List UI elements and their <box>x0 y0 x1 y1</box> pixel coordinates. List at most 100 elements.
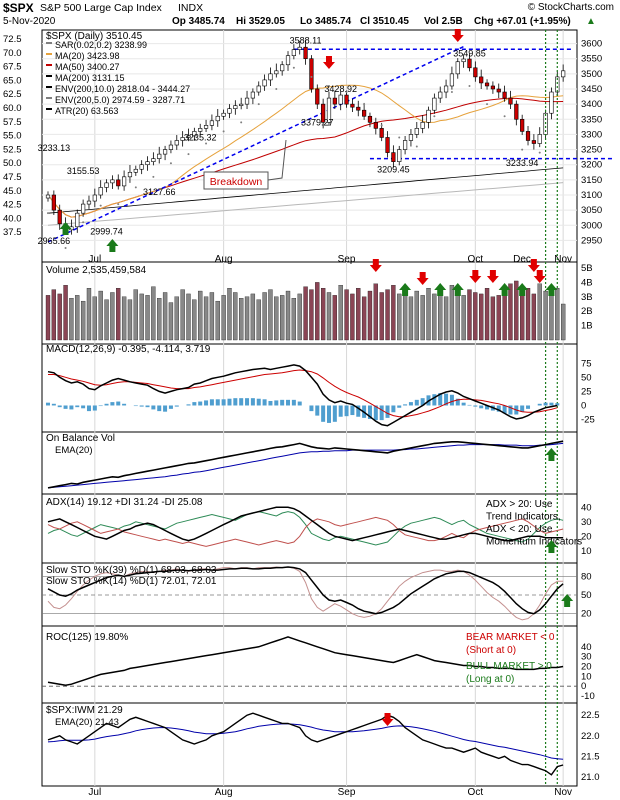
atr-y-tick-label: 70.0 <box>3 48 22 59</box>
obv-line <box>47 440 564 489</box>
volume-bar <box>537 283 542 341</box>
macd-histogram-bar <box>309 405 314 412</box>
roc-y-tick-label: 10 <box>581 671 592 682</box>
volume-bar <box>560 303 566 341</box>
candle-body <box>86 200 92 205</box>
volume-bar <box>233 292 238 341</box>
macd-histogram-bar <box>63 405 68 409</box>
panel-frame-2 <box>41 343 578 433</box>
roc-y-tick-label: 30 <box>581 652 592 663</box>
candle-body <box>338 94 343 105</box>
candle-body <box>297 46 302 50</box>
candle-body <box>45 194 51 199</box>
volume-bar <box>244 296 250 341</box>
volume-bar <box>285 290 291 341</box>
macd-histogram-bar <box>520 405 525 412</box>
macd-histogram-bar <box>139 405 144 407</box>
atr-y-tick-label: 60.0 <box>3 103 22 114</box>
price-annotation: 2965.66 <box>38 236 71 246</box>
macd-histogram-bar <box>297 401 302 406</box>
volume-bar <box>555 288 560 341</box>
volume-bar <box>256 299 261 341</box>
panel-frame-6 <box>41 625 578 704</box>
sar-dot <box>468 84 471 87</box>
volume: Vol 2.5B <box>424 16 463 27</box>
candle-body <box>110 179 115 184</box>
volume-bar <box>51 289 57 341</box>
legend-label: MA(200) 3131.15 <box>55 73 125 83</box>
candle-body <box>133 168 138 173</box>
buy-arrow-icon <box>545 540 558 553</box>
legend-label: ATR(20) 63.563 <box>55 106 118 116</box>
roc-y-tick-label: 20 <box>581 661 592 672</box>
sar-dot <box>152 175 155 178</box>
candle-body <box>51 194 56 211</box>
sell-arrow-icon <box>381 713 394 726</box>
macd-histogram-bar <box>332 405 337 422</box>
macd-histogram-bar <box>46 402 50 406</box>
sto-panel-title: Slow STO %K(39) %D(1) 68.03, 68.03 <box>46 565 217 576</box>
candle-body <box>174 140 179 146</box>
macd-histogram-bar <box>473 405 478 407</box>
candle-body <box>414 128 419 135</box>
volume-bar <box>303 286 308 341</box>
price-annotation: 2999.74 <box>90 226 123 236</box>
sar-dot <box>398 136 401 139</box>
price-annotation: 3428.92 <box>324 84 357 94</box>
volume-bar <box>157 298 162 341</box>
atr-y-tick-label: 45.0 <box>3 186 22 197</box>
volume-bar <box>496 295 501 341</box>
macd-histogram-bar <box>350 405 355 416</box>
candle-body <box>280 64 285 72</box>
macd-histogram-bar <box>145 405 150 408</box>
candle-body <box>561 70 566 78</box>
volume-bar <box>438 292 443 341</box>
volume-bar <box>57 293 62 341</box>
candle-body <box>479 76 484 84</box>
macd-histogram-bar <box>508 405 513 415</box>
roc-y-tick-label: -10 <box>581 691 595 702</box>
candle-body <box>432 97 437 111</box>
buy-arrow-icon <box>545 283 558 296</box>
volume-bar <box>209 292 215 341</box>
volume-bar <box>426 288 431 341</box>
buy-arrow-icon <box>498 283 511 296</box>
sar-dot <box>433 115 436 118</box>
candle-body <box>198 128 203 132</box>
macd-histogram-bar <box>262 399 267 406</box>
price-y-tick-label: 3300 <box>581 129 602 140</box>
candle-body <box>344 94 349 105</box>
candle-body <box>531 140 536 144</box>
macd-histogram-bar <box>268 400 273 406</box>
ratio-panel-title: $SPX:IWM 21.29 <box>46 705 123 716</box>
volume-bar <box>414 290 419 341</box>
candle-body <box>385 137 390 153</box>
low: Lo 3485.74 <box>300 16 352 27</box>
price-annotation: 3588.11 <box>290 36 322 46</box>
breakdown-pointer <box>267 139 287 181</box>
x-tick-label: Sep <box>338 254 356 265</box>
candle-body <box>379 128 384 138</box>
legend-label: ENV(200,5.0) 2974.59 - 3287.71 <box>55 95 185 105</box>
sar-dot <box>415 145 418 148</box>
macd-y-tick-label: 0 <box>581 400 586 411</box>
symbol-name: S&P 500 Large Cap Index <box>40 2 162 14</box>
macd-histogram-bar <box>174 405 179 407</box>
breakdown-label: Breakdown <box>210 176 263 188</box>
candle-body <box>221 112 226 117</box>
sar-dot <box>47 212 49 215</box>
candle-body <box>473 67 478 78</box>
sar-dot <box>64 247 67 249</box>
macd-histogram-bar <box>367 405 372 419</box>
plus-di-line <box>47 511 564 546</box>
macd-histogram-bar <box>69 405 74 410</box>
candle-body <box>367 115 373 123</box>
macd-histogram-bar <box>485 405 490 410</box>
sto-y-tick-label: 50 <box>581 590 592 601</box>
candle-body <box>426 109 431 123</box>
macd-histogram-bar <box>233 398 238 406</box>
candle-body <box>244 97 250 105</box>
volume-bar <box>367 290 373 341</box>
candle-body <box>373 122 378 129</box>
sar-dot <box>503 115 506 118</box>
